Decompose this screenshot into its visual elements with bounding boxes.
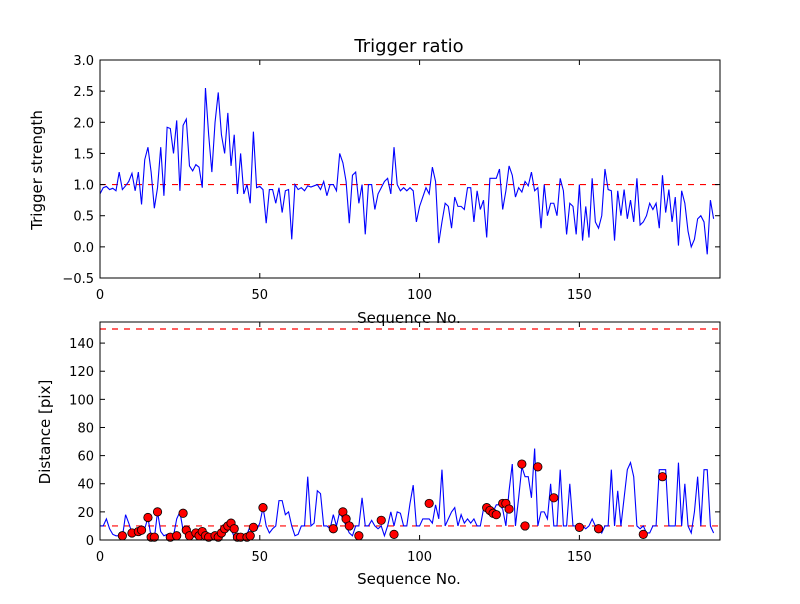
x-tick-label: 50 <box>252 288 269 303</box>
chart-title: Trigger ratio <box>353 36 463 57</box>
y-tick-label: 0.0 <box>73 241 94 256</box>
marker-point <box>344 521 354 531</box>
marker-point <box>517 459 527 469</box>
marker-point <box>245 531 255 541</box>
marker-point <box>136 525 147 535</box>
marker-point <box>593 524 604 534</box>
marker-point <box>491 510 501 520</box>
y-axis-label-top: Trigger strength <box>28 110 46 231</box>
marker-point <box>520 521 530 531</box>
y-tick-label: 1.0 <box>73 179 94 194</box>
axes-frame-bottom <box>99 321 721 541</box>
x-tick-label: 150 <box>567 288 592 303</box>
marker-point <box>172 531 182 541</box>
y-axis-label-bottom: Distance [pix] <box>36 380 54 485</box>
y-tick-label: 120 <box>69 365 94 380</box>
y-tick-label: 2.0 <box>73 116 94 131</box>
y-tick-label: −0.5 <box>62 272 94 287</box>
marker-point <box>574 522 584 532</box>
marker-point <box>117 531 127 541</box>
marker-point <box>549 493 559 503</box>
x-tick-label: 50 <box>252 550 269 565</box>
y-tick-label: 100 <box>69 393 94 408</box>
marker-point <box>504 504 514 514</box>
series-line-top-0 <box>100 87 715 255</box>
marker-point <box>638 529 648 539</box>
x-tick-label: 0 <box>96 288 104 303</box>
x-axis-label-top: Sequence No. <box>357 309 461 327</box>
marker-point <box>533 462 543 472</box>
marker-point <box>389 529 399 539</box>
marker-point <box>424 498 434 509</box>
bottom-axes: Sequence No. Distance [pix] 0 50 100 150 0 20… <box>36 321 721 588</box>
marker-point <box>258 503 268 513</box>
marker-point <box>152 507 163 517</box>
marker-point <box>143 512 153 523</box>
y-tick-label: 80 <box>77 421 94 436</box>
y-tick-label: 0 <box>86 534 94 549</box>
y-tick-label: 3.0 <box>73 54 94 69</box>
x-tick-label: 100 <box>407 288 432 303</box>
marker-point <box>229 524 239 534</box>
y-tick-label: 2.5 <box>73 85 94 100</box>
axes-frame-top <box>99 59 721 279</box>
y-tick-label: 20 <box>77 506 94 521</box>
top-axes: Trigger ratio Sequence No. Trigger stren… <box>28 36 721 327</box>
marker-point <box>354 531 364 541</box>
marker-point <box>178 508 188 518</box>
marker-point <box>657 472 668 482</box>
y-tick-label: 40 <box>77 478 94 493</box>
y-tick-label: 0.5 <box>73 210 94 225</box>
marker-point <box>149 532 159 542</box>
marker-point <box>328 524 338 534</box>
marker-point <box>248 522 259 532</box>
y-tick-label: 140 <box>69 337 94 352</box>
x-tick-label: 0 <box>96 550 104 565</box>
y-tick-label: 60 <box>77 450 94 465</box>
marker-point <box>376 515 386 525</box>
x-axis-label-bottom: Sequence No. <box>357 570 461 588</box>
y-tick-label: 1.5 <box>73 147 94 162</box>
x-tick-label: 150 <box>567 550 592 565</box>
x-tick-label: 100 <box>407 550 432 565</box>
